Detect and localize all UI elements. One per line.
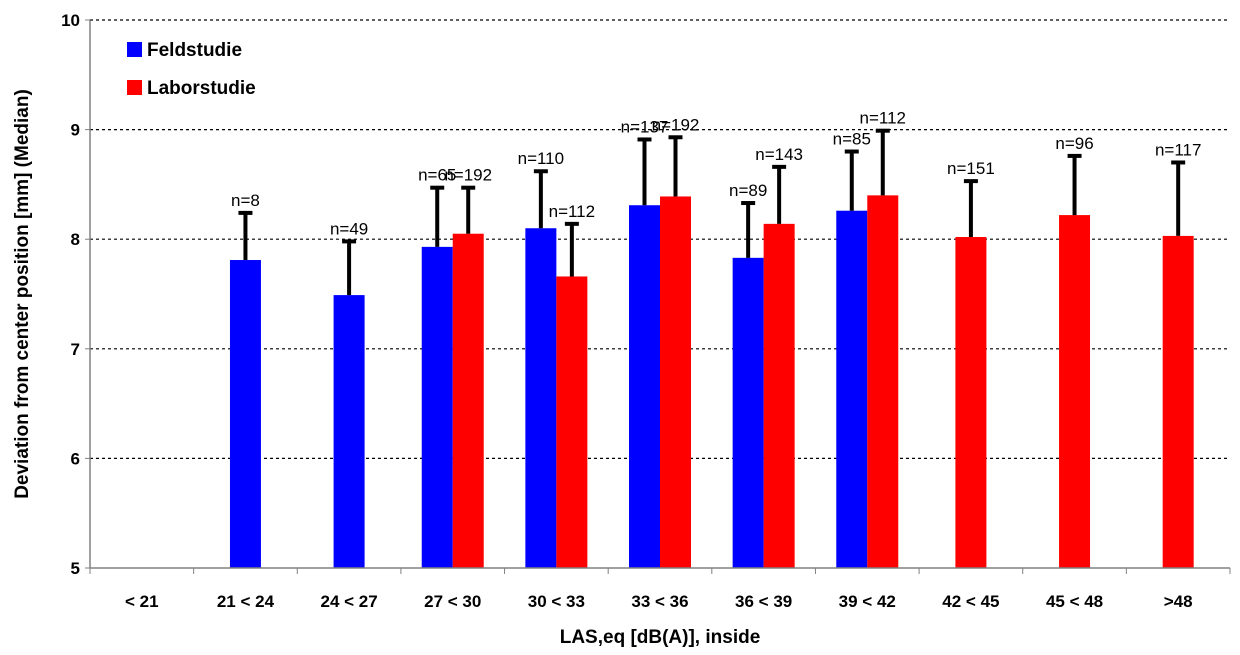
y-tick-label-5: 5 [71, 559, 80, 578]
data-label-feldstudie-33-36: n=137 [621, 117, 669, 136]
y-tick-label-8: 8 [71, 230, 80, 249]
data-label-feldstudie-24-27: n=49 [330, 219, 368, 238]
data-label-laborstudie-48: n=117 [1155, 140, 1201, 159]
x-axis-label: LAS,eq [dB(A)], inside [560, 627, 761, 648]
bars [229, 195, 1194, 569]
bar-laborstudie-42-45 [955, 237, 987, 568]
data-label-laborstudie-39-42: n=112 [860, 109, 906, 128]
x-tick-label-33-36: 33 < 36 [631, 592, 688, 611]
legend-label-laborstudie: Laborstudie [147, 78, 256, 99]
legend: Feldstudie Laborstudie [127, 40, 256, 99]
bar-laborstudie-33-36 [660, 196, 691, 568]
x-tick-label-48: >48 [1164, 592, 1193, 611]
bar-feldstudie-27-30 [421, 246, 453, 568]
bar-laborstudie-36-39 [763, 223, 795, 568]
legend-swatch-laborstudie [127, 80, 142, 95]
y-tick-label-10: 10 [61, 11, 80, 30]
bar-feldstudie-30-33 [525, 228, 557, 569]
bar-laborstudie-45-48 [1059, 215, 1091, 568]
data-label-laborstudie-42-45: n=151 [947, 159, 995, 178]
y-tick-label-7: 7 [71, 340, 80, 359]
y-axis-label: Deviation from center position [mm] (Med… [12, 89, 33, 499]
bar-feldstudie-33-36 [629, 205, 660, 568]
bar-feldstudie-39-42 [836, 210, 868, 569]
legend-label-feldstudie: Feldstudie [147, 40, 242, 61]
data-labels: n=8 n=49 n=65 n=110 n=137 n=89 n=85 n=192 n=112 n… [231, 109, 1201, 239]
error-bars [238, 128, 1186, 296]
x-tick-label-39-42: 39 < 42 [839, 592, 896, 611]
x-tick-label-30-33: 30 < 33 [528, 592, 585, 611]
bar-laborstudie-27-30 [452, 233, 484, 568]
data-label-feldstudie-30-33: n=110 [518, 149, 564, 168]
x-tick-label-24-27: 24 < 27 [320, 592, 377, 611]
x-tick-label-45-48: 45 < 48 [1046, 592, 1103, 611]
y-tick-label-6: 6 [71, 449, 80, 468]
data-label-laborstudie-45-48: n=96 [1055, 134, 1093, 153]
data-label-feldstudie-21-24: n=8 [231, 191, 260, 210]
x-tick-label-36-39: 36 < 39 [735, 592, 792, 611]
axes [89, 20, 1230, 569]
x-tick-label-21: < 21 [125, 592, 159, 611]
data-label-feldstudie-39-42: n=85 [833, 130, 871, 149]
data-label-laborstudie-27-30: n=192 [444, 166, 492, 185]
x-tick-label-21-24: 21 < 24 [217, 592, 275, 611]
data-label-feldstudie-27-30: n=65 [418, 166, 456, 185]
bar-laborstudie-39-42 [867, 195, 899, 569]
bar-laborstudie-48 [1162, 235, 1194, 569]
bar-feldstudie-21-24 [229, 260, 261, 568]
data-label-laborstudie-30-33: n=112 [549, 202, 595, 221]
x-tick-label-27-30: 27 < 30 [424, 592, 481, 611]
bar-feldstudie-36-39 [732, 257, 764, 568]
bar-laborstudie-30-33 [556, 276, 588, 568]
data-label-laborstudie-33-36: n=192 [652, 115, 700, 134]
legend-swatch-feldstudie [127, 42, 142, 57]
y-ticks: 5 6 7 8 9 10 [61, 11, 90, 578]
data-label-feldstudie-36-39: n=89 [729, 181, 767, 200]
x-tick-label-42-45: 42 < 45 [942, 592, 999, 611]
data-label-laborstudie-36-39: n=143 [755, 145, 803, 164]
x-ticks: < 21 21 < 24 24 < 27 27 < 30 30 < 33 33 < 36 3… [89, 568, 1231, 611]
bar-feldstudie-24-27 [333, 295, 365, 568]
y-tick-label-9: 9 [71, 121, 80, 140]
